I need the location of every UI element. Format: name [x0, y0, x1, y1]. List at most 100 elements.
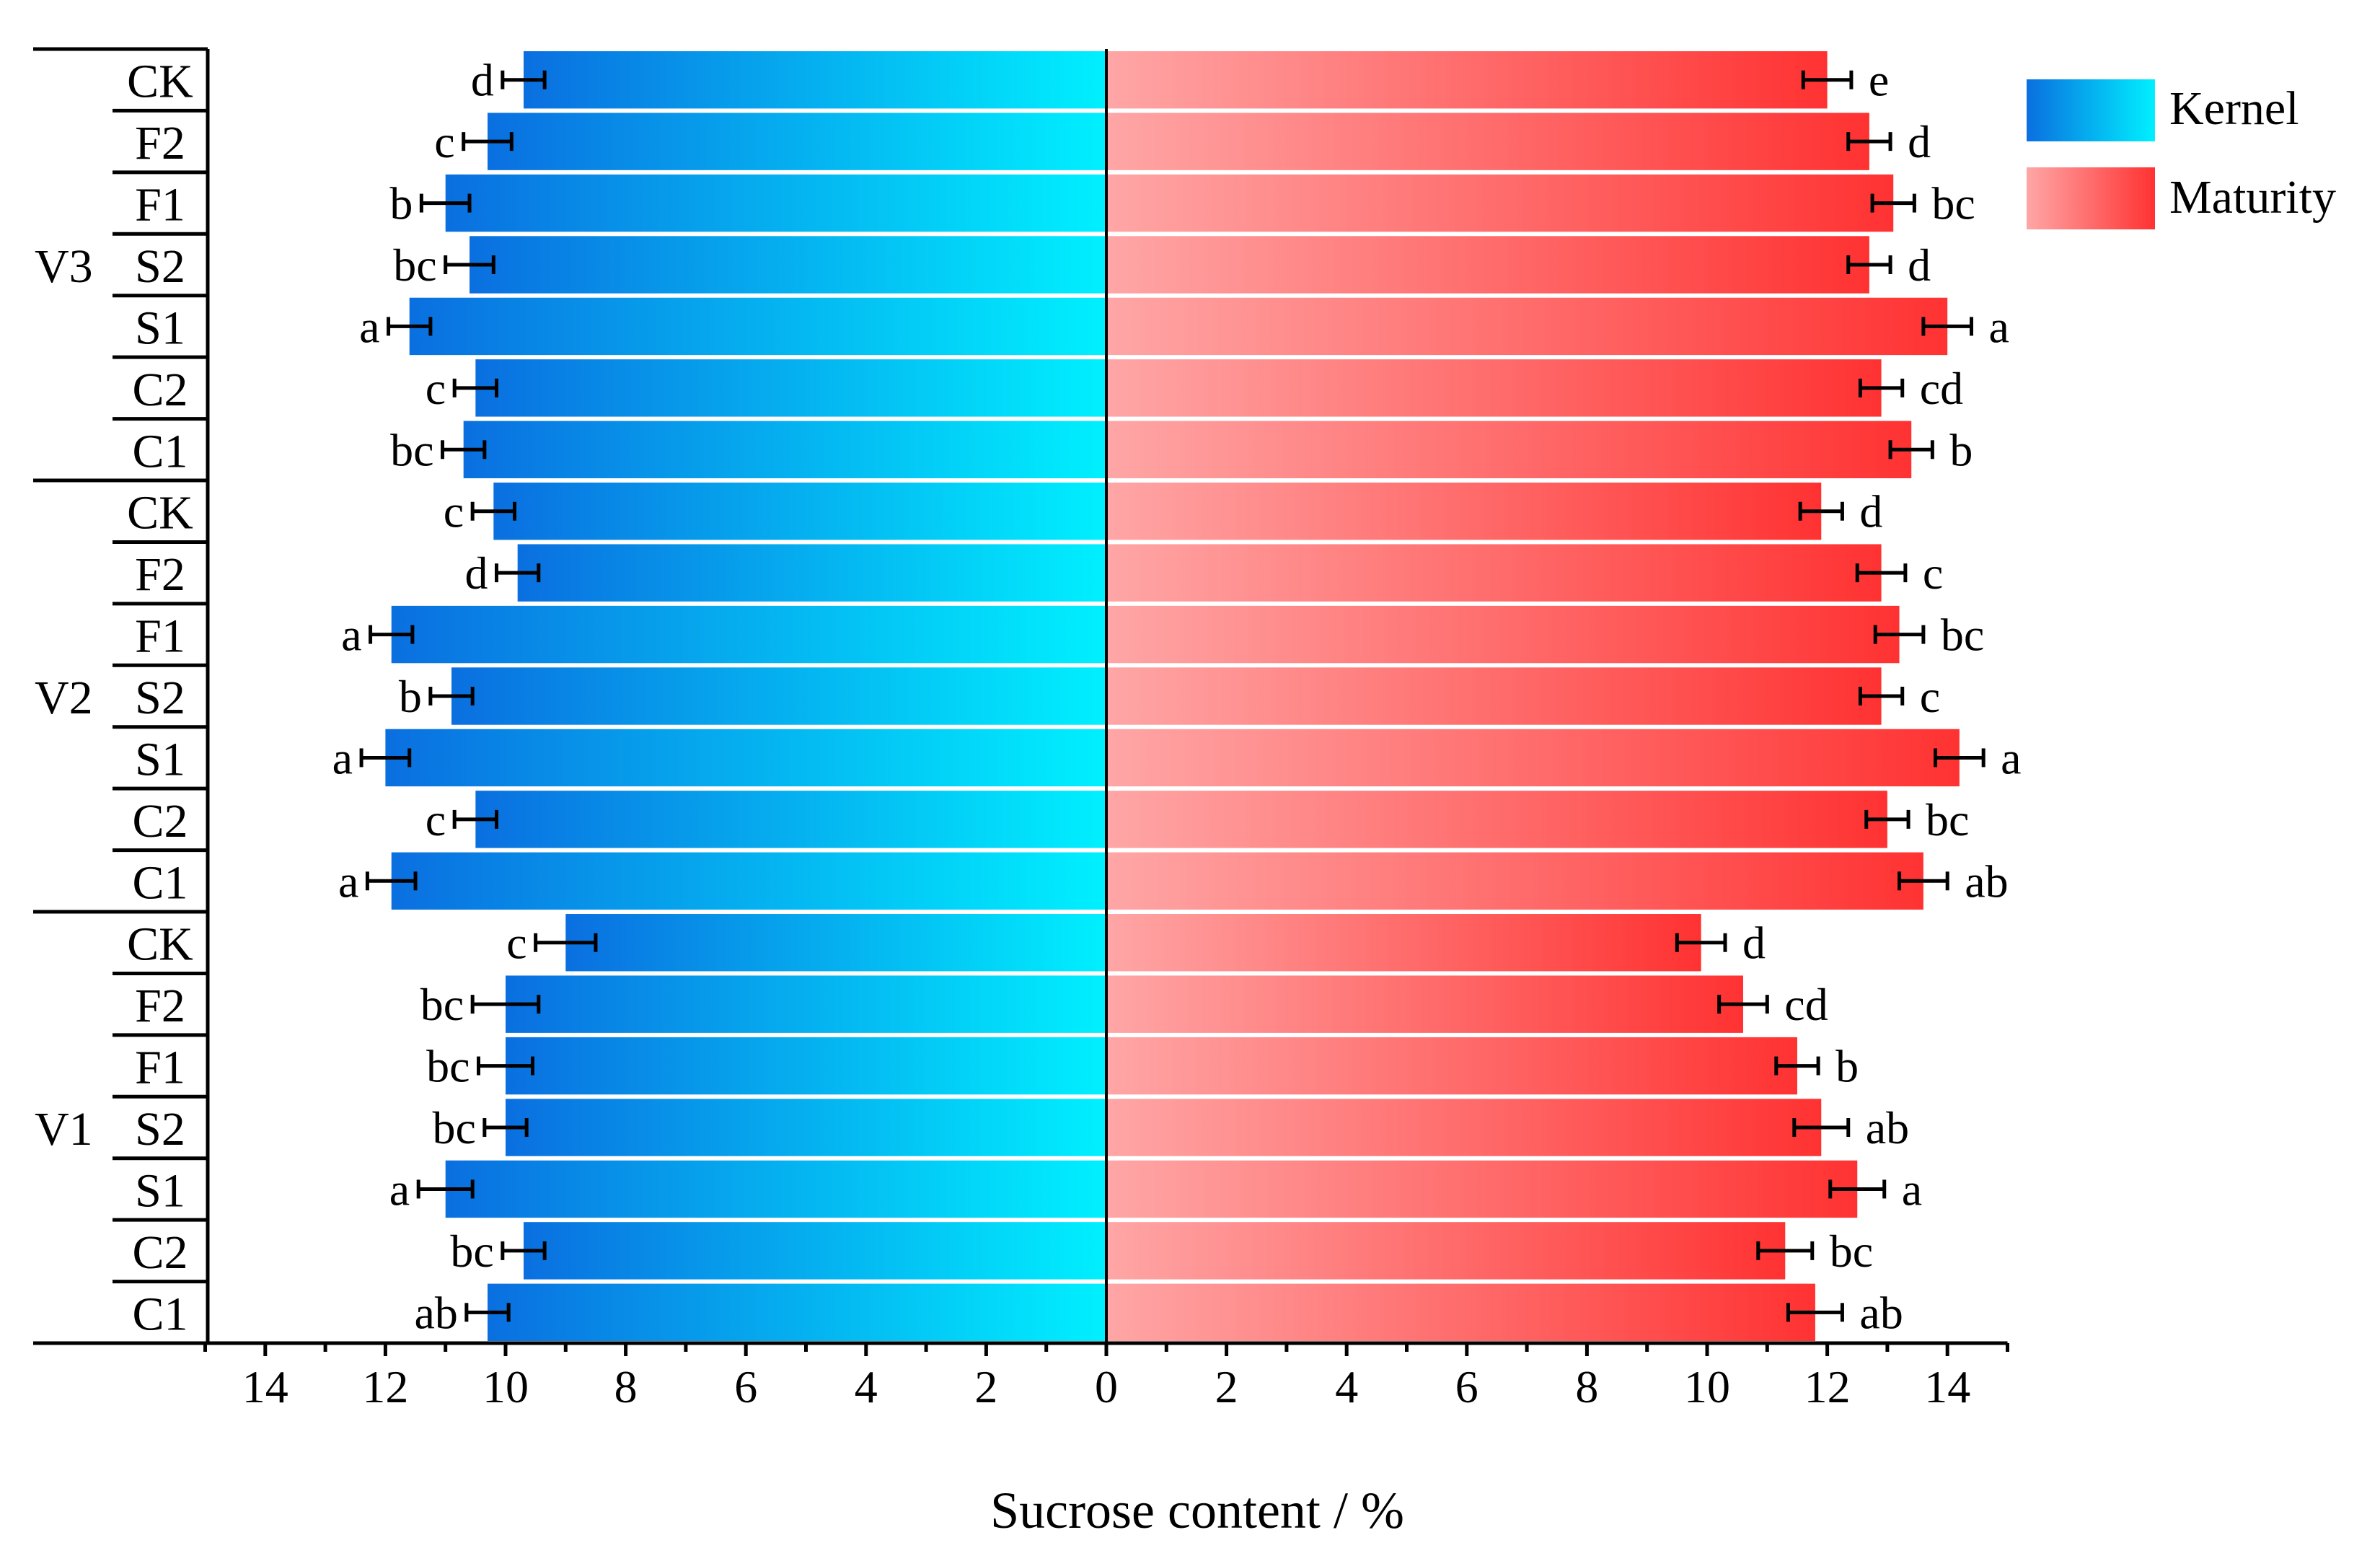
kernel-sig-v1-ck: c [506, 918, 526, 969]
maturity-bar-v1-ck [1106, 914, 1701, 972]
maturity-errorbar-v1-c1 [1786, 1303, 1844, 1322]
maturity-errorbar-v3-c1 [1888, 440, 1934, 459]
treatment-label-v3-s1: S1 [135, 302, 185, 354]
maturity-bar-v1-c1 [1106, 1283, 1815, 1342]
treatment-label-v2-c2: C2 [132, 795, 188, 848]
maturity-bar-v2-f2 [1106, 544, 1882, 602]
group-label-v2: V2 [35, 672, 93, 724]
maturity-errorbar-v3-ck [1801, 70, 1854, 89]
maturity-errorbar-v1-s1 [1828, 1179, 1887, 1199]
maturity-errorbar-v3-f2 [1846, 132, 1892, 151]
kernel-bar-v3-f1 [445, 174, 1106, 232]
treatment-label-v1-c2: C2 [132, 1226, 188, 1279]
maturity-bar-v3-c2 [1106, 359, 1882, 417]
maturity-sig-v3-f1: bc [1931, 178, 1975, 229]
kernel-sig-v2-s1: a [332, 732, 353, 783]
maturity-sig-v3-f2: d [1908, 116, 1931, 167]
maturity-errorbar-v2-f1 [1873, 625, 1926, 644]
kernel-errorbar-v2-s2 [428, 687, 475, 706]
kernel-sig-v1-f1: bc [426, 1041, 470, 1092]
maturity-sig-v1-f1: b [1835, 1041, 1859, 1092]
kernel-errorbar-v1-f2 [470, 995, 541, 1014]
kernel-sig-v3-c2: c [426, 363, 446, 414]
maturity-errorbar-v2-c1 [1898, 871, 1949, 891]
x-tick-label-left: 8 [614, 1361, 638, 1412]
x-tick-label-right: 2 [1215, 1361, 1238, 1412]
kernel-sig-v3-s2: bc [393, 239, 436, 291]
x-tick-label-right: 4 [1335, 1361, 1358, 1412]
kernel-bar-v1-ck [565, 914, 1106, 972]
kernel-bar-v1-f1 [506, 1037, 1106, 1095]
kernel-errorbar-v1-c2 [501, 1241, 547, 1260]
treatment-label-v2-ck: CK [127, 487, 193, 540]
maturity-bar-v3-f1 [1106, 174, 1894, 232]
x-tick-label-left: 4 [855, 1361, 878, 1412]
maturity-errorbar-v1-ck [1675, 933, 1727, 952]
kernel-bar-v2-s1 [385, 729, 1106, 787]
x-tick-label-right: 12 [1804, 1361, 1851, 1412]
kernel-bar-v1-s1 [445, 1160, 1106, 1218]
kernel-bar-v3-c1 [463, 421, 1106, 479]
kernel-errorbar-v3-f2 [462, 132, 514, 151]
maturity-bar-v1-s1 [1106, 1160, 1858, 1218]
x-tick-label-right: 14 [1924, 1361, 1970, 1412]
kernel-bar-v2-s2 [451, 667, 1106, 725]
kernel-sig-v1-c2: bc [450, 1226, 493, 1277]
kernel-errorbar-v2-c1 [365, 871, 418, 891]
treatment-label-v1-f2: F2 [135, 980, 185, 1032]
maturity-sig-v2-s1: a [2001, 732, 2021, 783]
maturity-sig-v2-s2: c [1920, 671, 1940, 722]
kernel-bar-v1-c1 [488, 1283, 1106, 1342]
treatment-label-v3-c1: C1 [132, 425, 188, 478]
kernel-bar-v2-ck [493, 483, 1106, 540]
treatment-label-v1-f1: F1 [135, 1042, 185, 1094]
kernel-sig-v2-s2: b [399, 671, 422, 722]
x-tick-label-right: 8 [1575, 1361, 1598, 1412]
kernel-errorbar-v3-ck [501, 70, 547, 89]
kernel-errorbar-v1-s2 [482, 1118, 529, 1138]
maturity-errorbar-v2-ck [1798, 501, 1844, 521]
maturity-bar-v3-ck [1106, 51, 1828, 109]
kernel-sig-v2-c2: c [426, 794, 446, 845]
treatment-label-v1-c1: C1 [132, 1288, 188, 1340]
kernel-sig-v1-s2: bc [432, 1102, 475, 1153]
kernel-bar-v1-s2 [506, 1099, 1106, 1156]
group-label-v3: V3 [35, 240, 93, 293]
kernel-sig-v2-c1: a [338, 856, 358, 907]
kernel-bar-v3-c2 [475, 359, 1106, 417]
maturity-bar-v3-s1 [1106, 297, 1948, 356]
x-axis-title: Sucrose content / % [990, 1482, 1404, 1539]
x-tick-label-left: 6 [734, 1361, 757, 1412]
treatment-label-v1-s2: S2 [135, 1103, 185, 1156]
maturity-errorbar-v3-s1 [1921, 317, 1974, 336]
maturity-sig-v2-f1: bc [1941, 610, 1984, 661]
maturity-sig-v1-s2: ab [1866, 1102, 1909, 1153]
treatment-label-v2-f2: F2 [135, 548, 185, 601]
maturity-errorbar-v2-s2 [1858, 687, 1905, 706]
maturity-errorbar-v1-c2 [1756, 1241, 1815, 1260]
maturity-errorbar-v2-s1 [1934, 748, 1985, 768]
treatment-label-v2-s1: S1 [135, 733, 185, 786]
maturity-sig-v2-c1: ab [1965, 856, 2008, 907]
kernel-errorbar-v2-ck [470, 501, 516, 521]
maturity-errorbar-v3-s2 [1846, 255, 1892, 275]
maturity-bar-v1-f1 [1106, 1037, 1797, 1095]
kernel-bar-v3-s1 [409, 297, 1106, 356]
maturity-sig-v1-f2: cd [1784, 979, 1828, 1030]
kernel-errorbar-v2-f1 [369, 625, 415, 644]
maturity-sig-v1-c1: ab [1859, 1287, 1903, 1338]
treatment-label-v3-ck: CK [127, 56, 193, 108]
treatment-label-v1-ck: CK [127, 918, 193, 971]
treatment-label-v2-s2: S2 [135, 672, 185, 724]
kernel-bar-v2-f1 [391, 605, 1106, 664]
x-tick-label-left: 12 [362, 1361, 408, 1412]
treatment-label-v3-c2: C2 [132, 364, 188, 416]
x-tick-label-right: 6 [1455, 1361, 1478, 1412]
kernel-bar-v1-f2 [506, 975, 1106, 1033]
maturity-sig-v2-c2: bc [1926, 794, 1969, 845]
kernel-errorbar-v3-f1 [419, 193, 472, 213]
kernel-sig-v3-f2: c [434, 116, 454, 167]
maturity-errorbar-v1-f2 [1717, 995, 1769, 1014]
maturity-bar-v2-ck [1106, 483, 1822, 540]
